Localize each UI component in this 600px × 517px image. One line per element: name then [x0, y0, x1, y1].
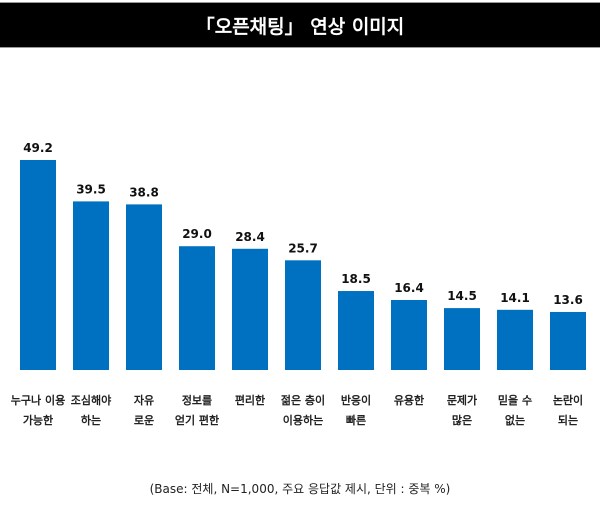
data-label: 18.5	[341, 272, 371, 286]
data-label: 16.4	[394, 281, 424, 295]
bar	[73, 201, 109, 370]
category-label: 정보를	[182, 393, 212, 407]
data-label: 13.6	[553, 293, 583, 307]
data-label: 49.2	[23, 141, 53, 155]
bar	[179, 246, 215, 370]
bar	[391, 300, 427, 370]
bar	[20, 160, 56, 370]
category-label: 젊은 층이	[281, 393, 325, 407]
bar	[550, 311, 586, 370]
category-label: 자유	[134, 393, 154, 407]
category-label: 얻기 편한	[175, 413, 219, 427]
chart-title-bar: 「오픈채팅」 연상 이미지	[0, 2, 600, 48]
category-label: 믿을 수	[498, 394, 532, 407]
category-label: 빠른	[346, 413, 366, 427]
data-label: 38.8	[129, 185, 159, 199]
category-label: 없는	[505, 414, 525, 427]
category-label: 되는	[558, 413, 578, 427]
category-label: 하는	[81, 413, 101, 427]
data-label: 28.4	[235, 230, 265, 244]
bar	[126, 204, 162, 370]
bar	[338, 291, 374, 370]
data-label: 39.5	[76, 182, 106, 196]
category-label: 이용하는	[283, 413, 323, 427]
data-label: 14.1	[500, 291, 530, 305]
bar	[497, 309, 533, 370]
bar	[232, 248, 268, 370]
data-label: 14.5	[447, 289, 477, 303]
category-label: 많은	[452, 414, 472, 427]
chart-title: 「오픈채팅」 연상 이미지	[195, 15, 405, 38]
data-label: 29.0	[182, 227, 212, 241]
chart-note: (Base: 전체, N=1,000, 주요 응답값 제시, 단위 : 중복 %…	[149, 482, 451, 496]
category-label: 유용한	[394, 393, 424, 407]
category-label: 편리한	[235, 393, 265, 407]
category-label: 조심해야	[71, 393, 111, 407]
bar	[285, 260, 321, 370]
category-label: 논란이	[553, 393, 583, 407]
category-label: 로운	[134, 414, 154, 427]
category-label: 가능한	[23, 413, 53, 427]
category-label: 문제가	[447, 393, 477, 407]
category-label: 누구나 이용	[11, 393, 65, 407]
category-label: 반응이	[341, 393, 371, 407]
bar	[444, 308, 480, 370]
data-label: 25.7	[288, 241, 318, 255]
